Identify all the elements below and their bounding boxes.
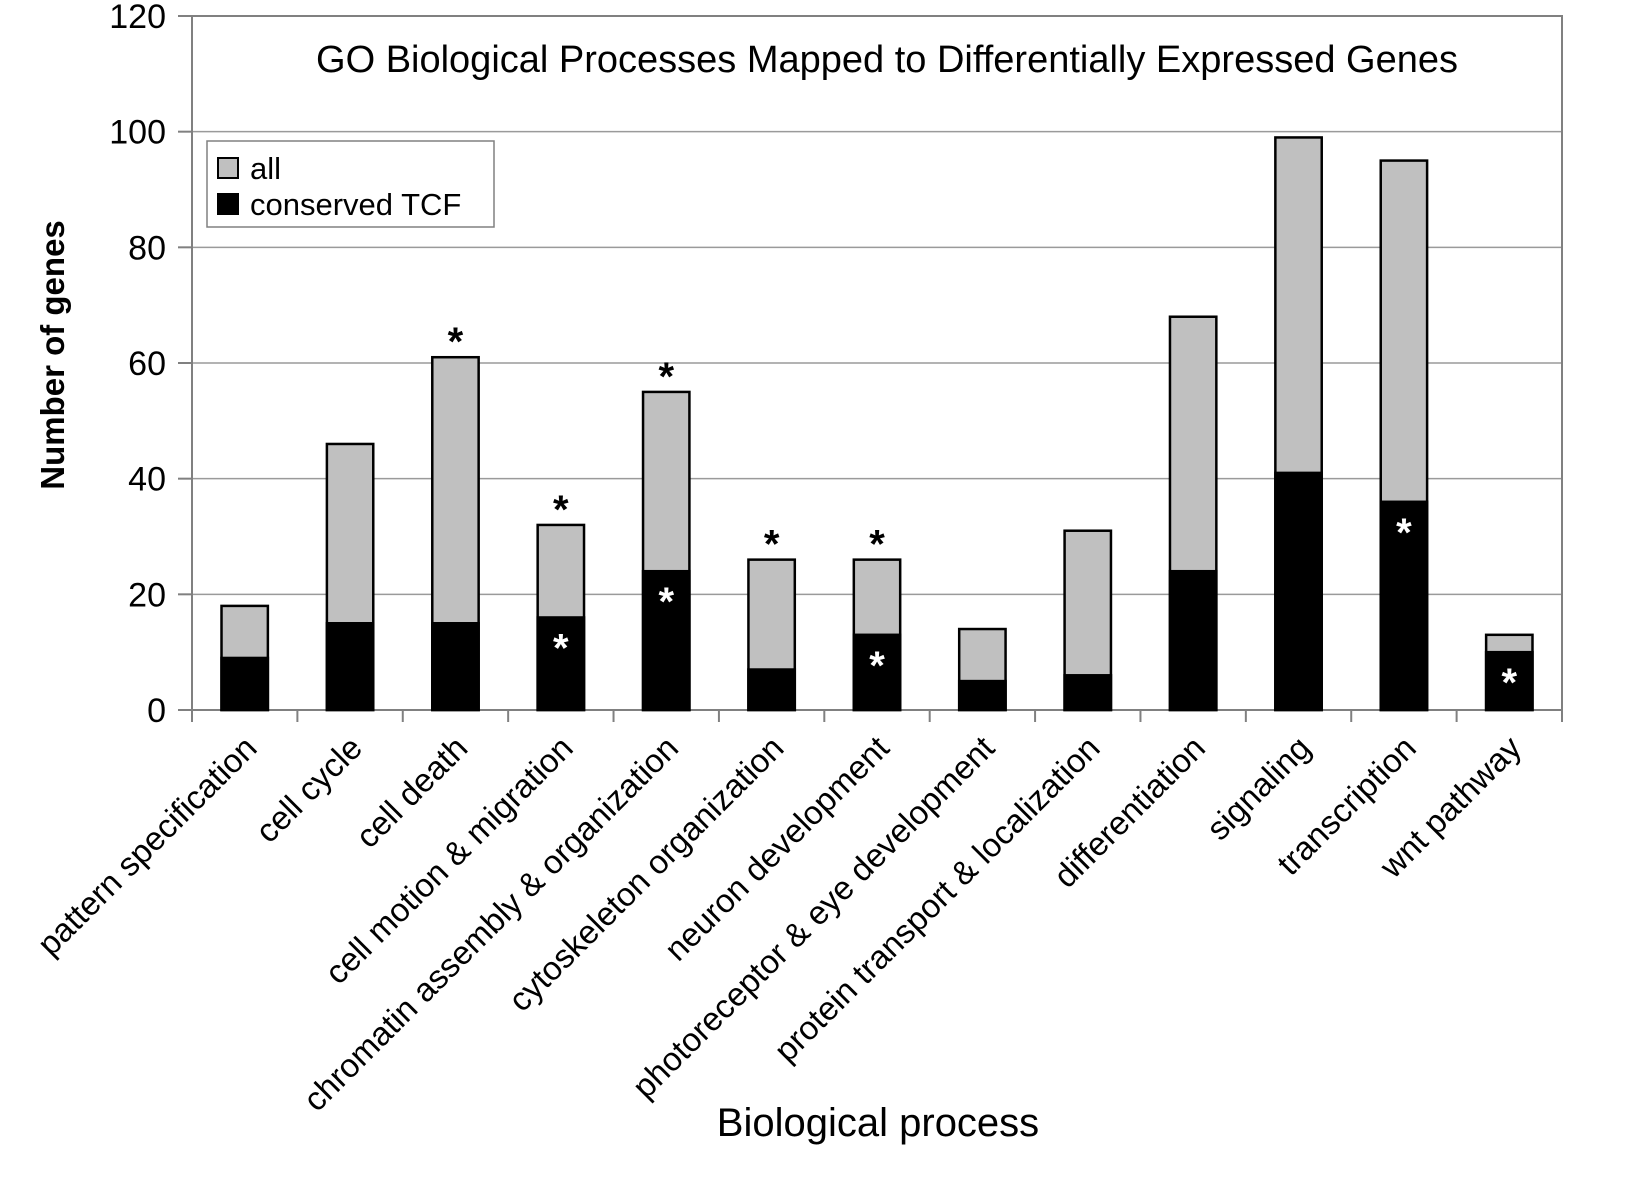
bar-conserved-tcf (431, 622, 480, 712)
legend-swatch-all (217, 157, 239, 179)
bar-conserved-tcf (220, 656, 270, 712)
y-axis-label: Number of genes (34, 220, 71, 490)
bar-conserved-tcf (1168, 569, 1218, 712)
significance-marker-all: * (764, 523, 780, 567)
bars: * * * * * * * * * * (220, 136, 1534, 712)
bar-conserved-tcf (1274, 471, 1323, 712)
bar-conserved-tcf (1484, 650, 1534, 712)
bar-conserved-tcf (536, 616, 586, 712)
bar-conserved-tcf (852, 633, 902, 712)
bar-conserved-tcf (1063, 674, 1113, 712)
y-tick-label: 20 (128, 576, 166, 614)
bar-conserved-tcf (747, 668, 797, 712)
chart-title: GO Biological Processes Mapped to Differ… (316, 39, 1458, 81)
y-tick-label: 120 (109, 0, 166, 36)
y-tick-label: 0 (147, 692, 166, 730)
legend-label-conserved-tcf: conserved TCF (250, 187, 461, 222)
bar-conserved-tcf (325, 622, 375, 712)
significance-marker-all: * (869, 523, 885, 567)
significance-marker-tcf: * (553, 626, 569, 670)
legend-label-all: all (250, 151, 281, 186)
y-tick-label: 80 (128, 229, 166, 267)
y-tick-label: 60 (128, 345, 166, 383)
significance-marker-all: * (448, 320, 464, 364)
legend-box (206, 140, 495, 228)
bar-conserved-tcf (1379, 500, 1429, 712)
legend: all conserved TCF (206, 140, 495, 228)
significance-marker-tcf: * (1396, 511, 1412, 555)
significance-marker-all: * (553, 488, 569, 532)
y-tick-label: 100 (109, 114, 166, 152)
x-axis-label: Biological process (717, 1101, 1039, 1145)
bar-conserved-tcf (957, 679, 1007, 712)
gridlines (192, 130, 1562, 596)
bar-conserved-tcf (641, 569, 691, 712)
y-tick-label: 40 (128, 461, 166, 499)
significance-marker-all: * (658, 355, 674, 399)
significance-marker-tcf: * (658, 580, 674, 624)
x-tick-label: chromatin assembly & organization (296, 729, 685, 1118)
significance-marker-tcf: * (869, 644, 885, 688)
legend-swatch-conserved-tcf (217, 193, 239, 215)
x-tick-label: pattern specification (30, 729, 264, 963)
significance-marker-tcf: * (1502, 661, 1518, 705)
